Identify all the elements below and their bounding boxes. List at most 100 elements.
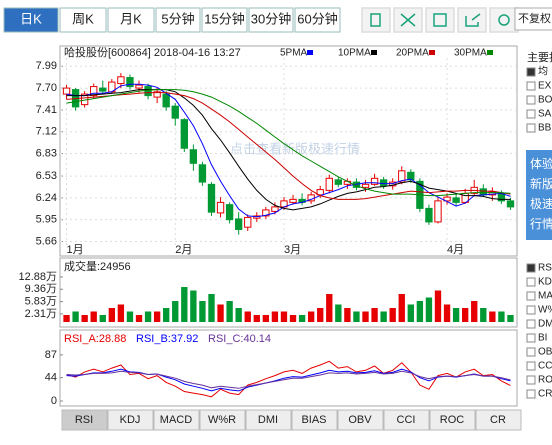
volume-bar — [389, 308, 396, 322]
promo-banner-text: 极速 — [530, 197, 552, 211]
checkbox[interactable] — [526, 67, 536, 77]
volume-bar — [452, 308, 460, 322]
checkbox[interactable] — [526, 291, 536, 301]
y-tick-label: 87 — [45, 349, 57, 361]
checkbox[interactable] — [526, 347, 536, 357]
checkbox-label: BI — [538, 333, 547, 344]
candle-body — [62, 87, 71, 95]
indicator-tab[interactable] — [475, 409, 522, 431]
timeframe-tab[interactable] — [3, 7, 59, 33]
checkbox-label: OBV — [538, 347, 552, 358]
y-tick-label: 6.53 — [36, 170, 57, 182]
volume-bar — [307, 311, 315, 322]
volume-bar — [471, 301, 478, 322]
volume-bar — [199, 301, 206, 322]
watermark: 点击查看新版极速行情 — [230, 141, 360, 156]
candle-body — [153, 91, 161, 98]
candle-body — [225, 204, 234, 221]
icon-button[interactable] — [361, 7, 391, 33]
candle-body — [334, 179, 343, 185]
candle-body — [316, 189, 324, 196]
legend-swatch — [371, 50, 377, 55]
candle-body — [180, 119, 188, 149]
timeframe-tab[interactable] — [155, 7, 201, 33]
indicator-tab[interactable] — [291, 409, 338, 431]
indicator-tab-label: DMI — [258, 414, 278, 426]
candle-body — [189, 149, 198, 164]
candle-body — [207, 183, 216, 213]
candle-body — [289, 198, 297, 203]
candle-body — [262, 209, 270, 217]
y-tick-label: 7.70 — [36, 82, 57, 94]
candle-body — [271, 206, 279, 212]
timeframe-tab[interactable] — [107, 7, 155, 33]
indicator-tab[interactable] — [337, 409, 384, 431]
timeframe-tab[interactable] — [201, 7, 248, 33]
indicator-tab[interactable] — [383, 409, 430, 431]
timeframe-tab[interactable] — [59, 7, 107, 33]
y-tick-label: 6.24 — [36, 192, 57, 204]
icon-button[interactable] — [425, 7, 455, 33]
y-tick-label: 5.83万 — [25, 296, 57, 308]
checkbox-label: BB — [538, 123, 552, 134]
checkbox[interactable] — [526, 263, 536, 273]
candle-body — [234, 218, 243, 230]
checkbox[interactable] — [526, 389, 536, 399]
checkbox-label: CR — [538, 389, 552, 400]
timeframe-tab[interactable] — [294, 7, 341, 33]
indicator-tab[interactable] — [61, 409, 108, 431]
indicator-tab[interactable] — [245, 409, 292, 431]
icon — [370, 13, 381, 27]
volume-bar — [362, 311, 369, 322]
candle-body — [434, 200, 442, 223]
indicator-tab-label: KDJ — [120, 414, 141, 426]
promo-banner[interactable] — [526, 150, 552, 240]
timeframe-tab-label: 周K — [72, 11, 94, 26]
y-tick-label: 9.36万 — [25, 283, 57, 295]
volume-bar — [226, 301, 233, 322]
volume-bar — [244, 311, 251, 322]
checkbox[interactable] — [526, 123, 536, 133]
checkbox[interactable] — [526, 361, 536, 371]
promo-banner-text: 新版 — [530, 176, 552, 191]
volume-bar — [108, 308, 116, 322]
legend-label: 10PMA — [338, 48, 371, 59]
sidebar-title: 主要指 — [527, 50, 552, 64]
indicator-tab[interactable] — [107, 409, 154, 431]
candle-body — [244, 216, 252, 228]
icon-button[interactable] — [489, 7, 519, 33]
checkbox[interactable] — [526, 319, 536, 329]
volume-bar — [425, 297, 433, 322]
volume-bar — [344, 308, 351, 322]
timeframe-tab[interactable] — [248, 7, 294, 33]
indicator-tab[interactable] — [199, 409, 246, 431]
checkbox[interactable] — [526, 81, 536, 91]
checkbox[interactable] — [526, 305, 536, 315]
volume-bar — [235, 308, 242, 322]
legend-label: 30PMA — [454, 48, 487, 59]
candle-body — [117, 76, 125, 85]
volume-bar — [63, 315, 70, 322]
checkbox-label: CC — [538, 361, 552, 372]
checkbox-label: DMI — [538, 319, 552, 330]
candle-body — [90, 86, 98, 97]
checkbox[interactable] — [526, 95, 536, 105]
checkbox-label: RSI — [538, 263, 552, 274]
moving-average-line — [66, 83, 511, 218]
indicator-tab[interactable] — [153, 409, 200, 431]
candle-body — [126, 77, 134, 88]
checkbox[interactable] — [526, 375, 536, 385]
checkbox[interactable] — [526, 333, 536, 343]
checkbox[interactable] — [526, 109, 536, 119]
indicator-tab[interactable] — [429, 409, 476, 431]
moving-average-line — [66, 89, 511, 211]
y-tick-label: 5.66 — [36, 235, 57, 247]
volume-bar — [289, 315, 297, 322]
checkbox-label: BO — [538, 95, 552, 106]
candle-body — [171, 105, 179, 119]
rsi-line — [66, 370, 511, 389]
icon — [433, 13, 447, 27]
checkbox[interactable] — [526, 277, 536, 287]
adjust-select[interactable] — [514, 7, 552, 31]
